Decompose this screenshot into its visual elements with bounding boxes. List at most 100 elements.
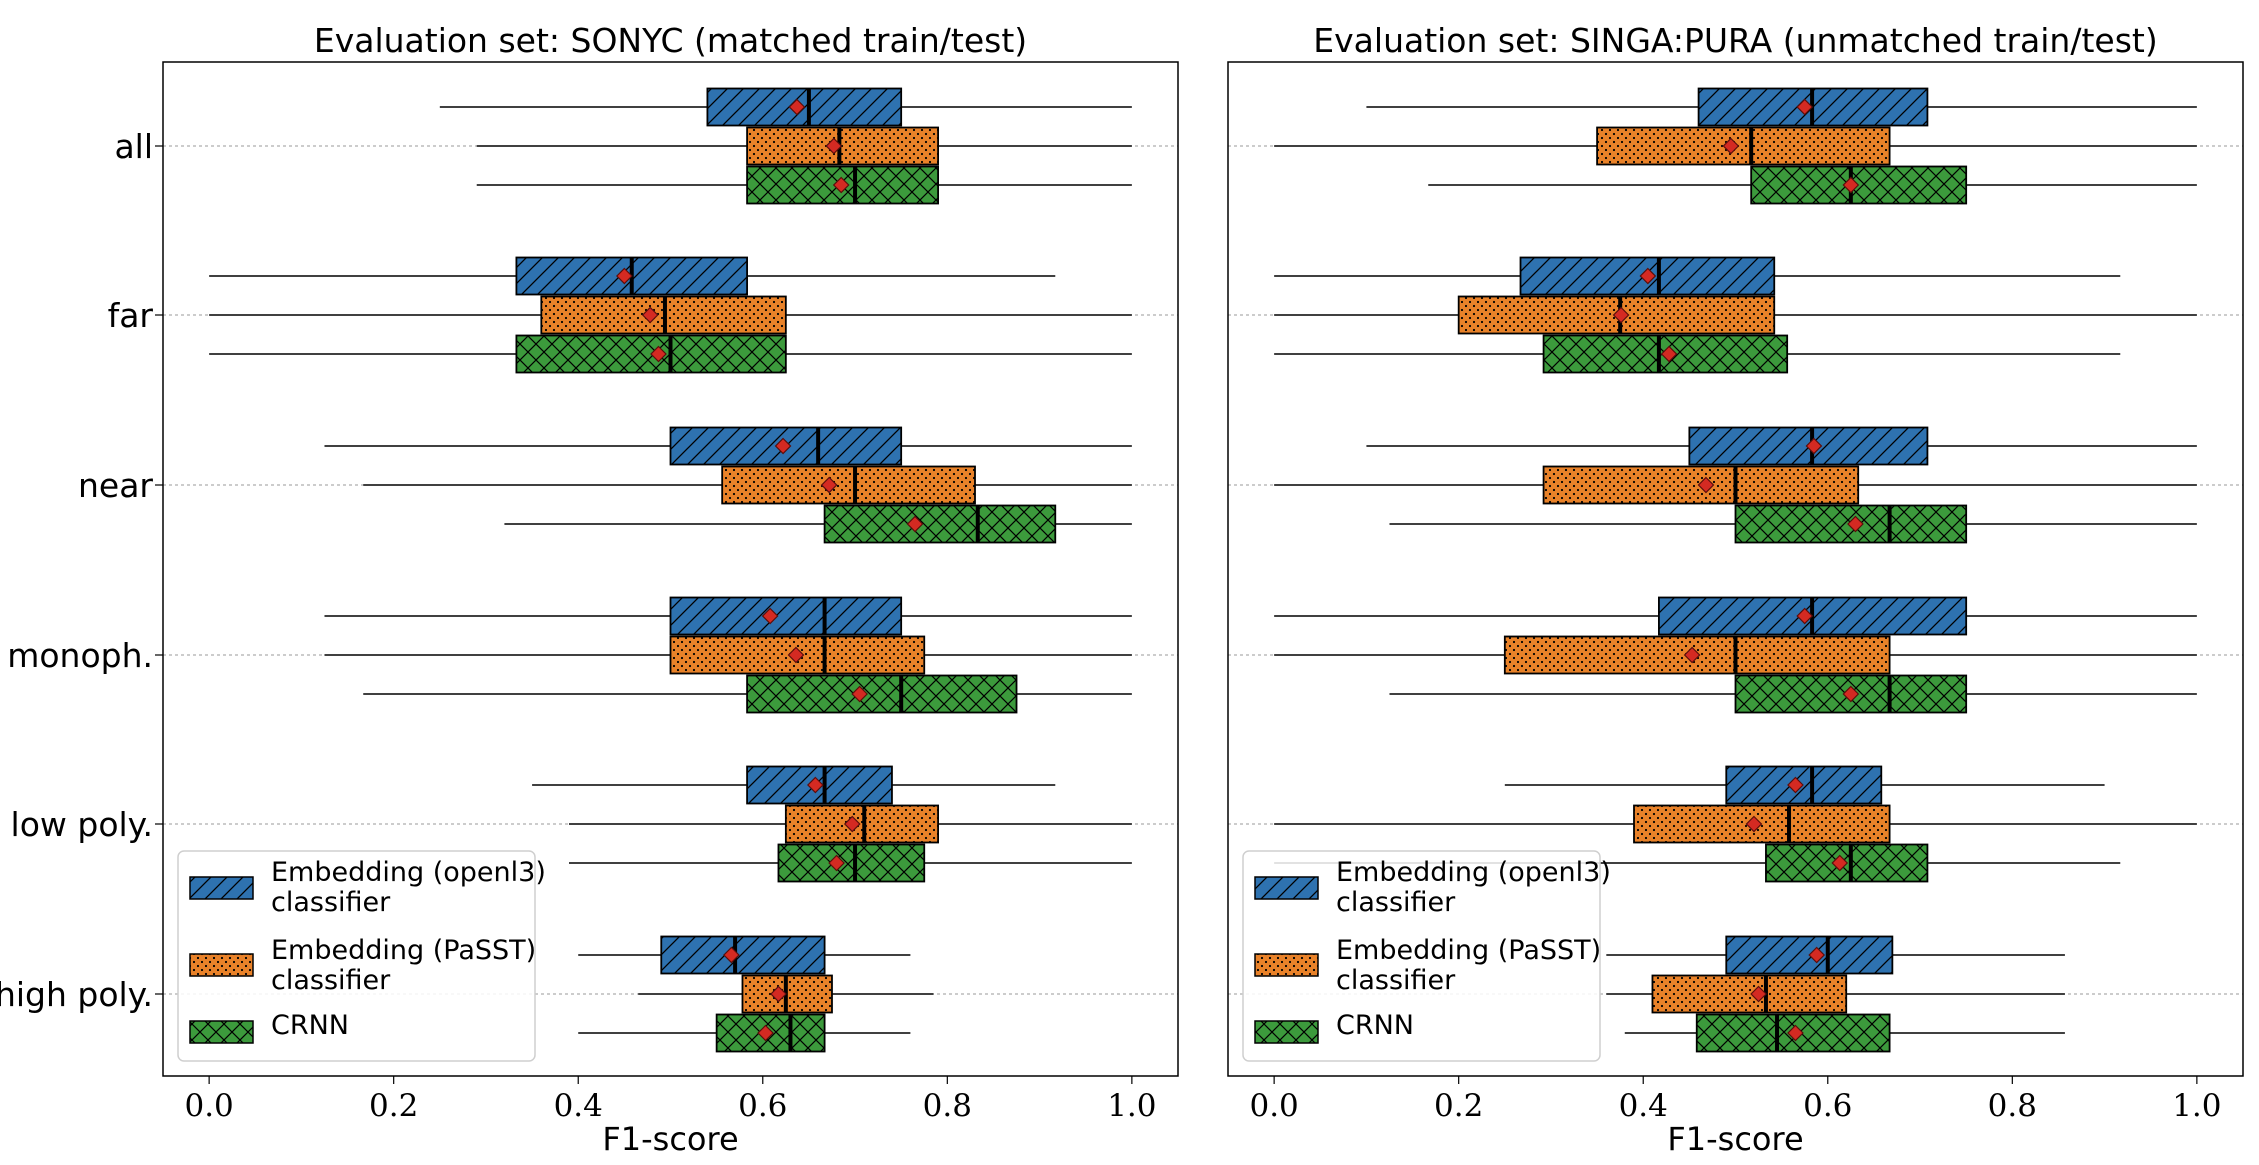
mean-marker <box>641 306 659 324</box>
box-1-5 <box>1504 765 2105 805</box>
box-1-2 <box>1274 256 2121 296</box>
x-tick-label: 0.4 <box>1619 1088 1668 1124</box>
chart-title: Evaluation set: SONYC (matched train/tes… <box>314 21 1027 60</box>
legend-label-line: classifier <box>1336 887 1456 918</box>
x-tick-label: 0.0 <box>184 1088 233 1124</box>
legend-label-3: CRNN <box>1336 1010 1414 1041</box>
box-2-1 <box>476 126 1132 166</box>
legend-label-2: Embedding (PaSST) classifier <box>1336 935 1601 996</box>
box-1-1 <box>1366 87 2197 127</box>
legend-swatch-2 <box>189 953 254 977</box>
legend-swatch-hatch <box>189 953 254 977</box>
box-3-4 <box>1389 674 2197 714</box>
legend-label-line: Embedding (PaSST) <box>271 935 536 966</box>
box-hatch <box>1651 974 1848 1014</box>
mean-marker <box>774 437 792 455</box>
box-3-1 <box>1428 165 2197 205</box>
chart-panel-1: Evaluation set: SONYC (matched train/tes… <box>0 21 1179 1158</box>
legend-swatch-hatch <box>189 876 254 900</box>
y-tick-label: high poly. <box>0 975 153 1014</box>
legend-label-2: Embedding (PaSST) classifier <box>271 935 536 996</box>
mean-marker <box>828 854 845 872</box>
mean-marker <box>1847 515 1864 533</box>
box-1-6 <box>578 935 911 975</box>
mean-marker <box>851 685 869 703</box>
mean-marker <box>757 1024 774 1042</box>
box-1-4 <box>1274 596 2197 636</box>
legend-label-line: Embedding (openl3) <box>271 857 546 888</box>
mean-marker <box>723 946 740 964</box>
box-1-1 <box>439 87 1132 127</box>
box-2-1 <box>1274 126 2197 166</box>
x-axis-label: F1-score <box>602 1120 738 1158</box>
mean-marker <box>1639 267 1657 285</box>
mean-marker <box>1842 685 1860 703</box>
plot-frame <box>162 61 1179 1077</box>
box-2-2 <box>1274 295 2197 335</box>
box-2-5 <box>1274 804 2197 844</box>
box-2-3 <box>363 465 1132 505</box>
mean-marker <box>761 607 779 625</box>
box-hatch <box>669 596 903 636</box>
box-hatch <box>715 1013 826 1053</box>
y-tick-label: all <box>114 127 153 166</box>
box-hatch <box>721 465 976 505</box>
box-hatch <box>746 674 1018 714</box>
mean-marker <box>1660 345 1678 363</box>
charts-root: Evaluation set: SONYC (matched train/tes… <box>0 21 2244 1158</box>
x-tick-label: 0.8 <box>923 1088 972 1124</box>
x-tick-label: 1.0 <box>1107 1088 1156 1124</box>
box-hatch <box>746 126 939 166</box>
mean-marker <box>787 646 805 664</box>
legend-label-line: Embedding (openl3) <box>1336 857 1611 888</box>
legend-label-line: CRNN <box>271 1010 349 1041</box>
mean-marker <box>1831 854 1849 872</box>
box-3-3 <box>504 504 1132 544</box>
legend-swatch-hatch <box>1254 1020 1319 1044</box>
mean-marker <box>1808 946 1826 964</box>
legend-label-line: Embedding (PaSST) <box>1336 935 1601 966</box>
legend-swatch-hatch <box>189 1020 254 1044</box>
box-1-3 <box>324 426 1132 466</box>
y-tick-label: low poly. <box>11 805 153 844</box>
box-2-6 <box>638 974 934 1014</box>
box-hatch <box>823 504 1057 544</box>
chart-panel-2: Evaluation set: SINGA:PURA (unmatched tr… <box>1227 21 2244 1158</box>
x-tick-label: 0.2 <box>1434 1088 1483 1124</box>
box-3-3 <box>1389 504 2197 544</box>
box-hatch <box>777 843 926 883</box>
legend-swatch-hatch <box>1254 876 1319 900</box>
legend-label-line: classifier <box>271 965 391 996</box>
box-3-4 <box>363 674 1132 714</box>
mean-marker <box>820 476 838 494</box>
x-tick-label: 0.6 <box>738 1088 787 1124</box>
legend-swatch-3 <box>1254 1020 1319 1044</box>
y-tick-label: far <box>108 296 154 335</box>
legend-frame <box>1242 850 1601 1062</box>
x-tick-label: 1.0 <box>2172 1088 2221 1124</box>
mean-marker <box>1745 815 1763 833</box>
box-1-5 <box>532 765 1056 805</box>
mean-marker <box>1787 1024 1804 1042</box>
mean-marker <box>616 267 633 285</box>
legend-swatch-2 <box>1254 953 1319 977</box>
legend-swatch-1 <box>1254 876 1319 900</box>
box-2-5 <box>569 804 1132 844</box>
box-2-3 <box>1274 465 2197 505</box>
box-hatch <box>746 165 939 205</box>
box-3-1 <box>476 165 1132 205</box>
y-tick-label: monoph. <box>7 636 153 675</box>
legend-swatch-1 <box>189 876 254 900</box>
y-tick-label: near <box>78 466 153 505</box>
mean-marker <box>770 985 787 1003</box>
box-3-6 <box>578 1013 911 1053</box>
mean-marker <box>1697 476 1715 494</box>
mean-marker <box>1805 437 1823 455</box>
box-2-4 <box>324 635 1132 675</box>
legend-label-line: classifier <box>271 887 391 918</box>
legend-label-line: CRNN <box>1336 1010 1414 1041</box>
box-2-6 <box>1606 974 2065 1014</box>
box-3-2 <box>1274 334 2121 374</box>
mean-marker <box>906 515 924 533</box>
